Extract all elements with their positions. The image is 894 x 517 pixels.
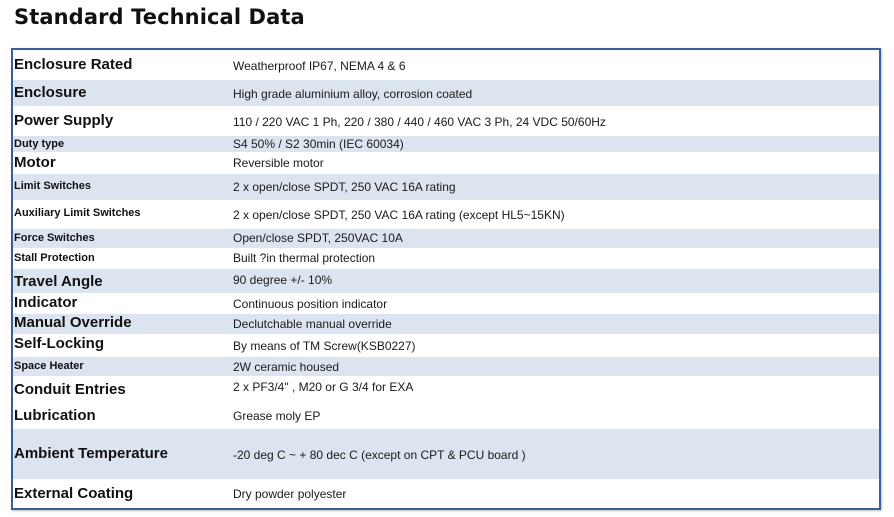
row-label: Auxiliary Limit Switches <box>14 207 141 219</box>
row-value: -20 deg C ~ + 80 dec C (except on CPT & … <box>233 448 526 462</box>
table-row: Ambient Temperature -20 deg C ~ + 80 dec… <box>13 429 879 479</box>
row-value: Declutchable manual override <box>233 317 392 331</box>
row-label: Indicator <box>14 294 78 311</box>
table-row: Enclosure Rated Weatherproof IP67, NEMA … <box>13 52 879 78</box>
row-value: 90 degree +/- 10% <box>233 273 333 287</box>
row-label: Ambient Temperature <box>14 445 168 462</box>
row-value: 2W ceramic housed <box>233 360 340 374</box>
row-label: Duty type <box>14 138 65 150</box>
row-value: 2 x PF3/4" , M20 or G 3/4 for EXA <box>233 380 414 394</box>
row-label: Limit Switches <box>14 180 92 192</box>
row-label: Force Switches <box>14 232 95 244</box>
spec-table: Enclosure Rated Weatherproof IP67, NEMA … <box>11 48 881 510</box>
row-label: Conduit Entries <box>14 381 126 398</box>
row-label: Manual Override <box>14 314 132 331</box>
table-row: Manual Override Declutchable manual over… <box>13 314 879 334</box>
table-row: Motor Reversible motor <box>13 153 879 173</box>
row-value: 110 / 220 VAC 1 Ph, 220 / 380 / 440 / 46… <box>233 115 606 129</box>
row-value: 2 x open/close SPDT, 250 VAC 16A rating … <box>233 208 565 222</box>
table-row: Power Supply 110 / 220 VAC 1 Ph, 220 / 3… <box>13 108 879 134</box>
row-label: Self-Locking <box>14 335 105 352</box>
row-label: Motor <box>14 154 56 171</box>
row-label: Power Supply <box>14 112 114 129</box>
row-value: Dry powder polyester <box>233 487 347 501</box>
row-value: By means of TM Screw(KSB0227) <box>233 339 416 353</box>
row-value: 2 x open/close SPDT, 250 VAC 16A rating <box>233 180 456 194</box>
row-value: S4 50% / S2 30min (IEC 60034) <box>233 137 404 151</box>
row-value: Grease moly EP <box>233 409 321 423</box>
table-row: Conduit Entries 2 x PF3/4" , M20 or G 3/… <box>13 377 879 403</box>
row-label: Travel Angle <box>14 273 103 290</box>
table-row: Enclosure High grade aluminium alloy, co… <box>13 80 879 106</box>
row-value: Continuous position indicator <box>233 297 388 311</box>
row-label: Enclosure Rated <box>14 56 133 73</box>
table-row: Lubrication Grease moly EP <box>13 404 879 428</box>
table-row: Indicator Continuous position indicator <box>13 294 879 313</box>
table-row: Self-Locking By means of TM Screw(KSB022… <box>13 335 879 356</box>
row-value: Open/close SPDT, 250VAC 10A <box>233 231 403 245</box>
table-row: Stall Protection Built ?in thermal prote… <box>13 249 879 268</box>
table-row: Space Heater 2W ceramic housed <box>13 357 879 376</box>
row-label: Space Heater <box>14 360 84 372</box>
row-value: High grade aluminium alloy, corrosion co… <box>233 87 473 101</box>
row-value: Weatherproof IP67, NEMA 4 & 6 <box>233 59 406 73</box>
row-label: Lubrication <box>14 407 96 424</box>
table-row: External Coating Dry powder polyester <box>13 480 879 508</box>
table-row: Auxiliary Limit Switches 2 x open/close … <box>13 201 879 227</box>
table-row: Limit Switches 2 x open/close SPDT, 250 … <box>13 174 879 200</box>
row-value: Built ?in thermal protection <box>233 251 376 265</box>
row-label: External Coating <box>14 485 134 502</box>
table-row: Force Switches Open/close SPDT, 250VAC 1… <box>13 229 879 248</box>
table-row: Travel Angle 90 degree +/- 10% <box>13 269 879 293</box>
row-label: Stall Protection <box>14 252 95 264</box>
row-value: Reversible motor <box>233 156 324 170</box>
row-label: Enclosure <box>14 84 87 101</box>
table-row: Duty type S4 50% / S2 30min (IEC 60034) <box>13 136 879 152</box>
page-title: Standard Technical Data <box>14 5 305 29</box>
